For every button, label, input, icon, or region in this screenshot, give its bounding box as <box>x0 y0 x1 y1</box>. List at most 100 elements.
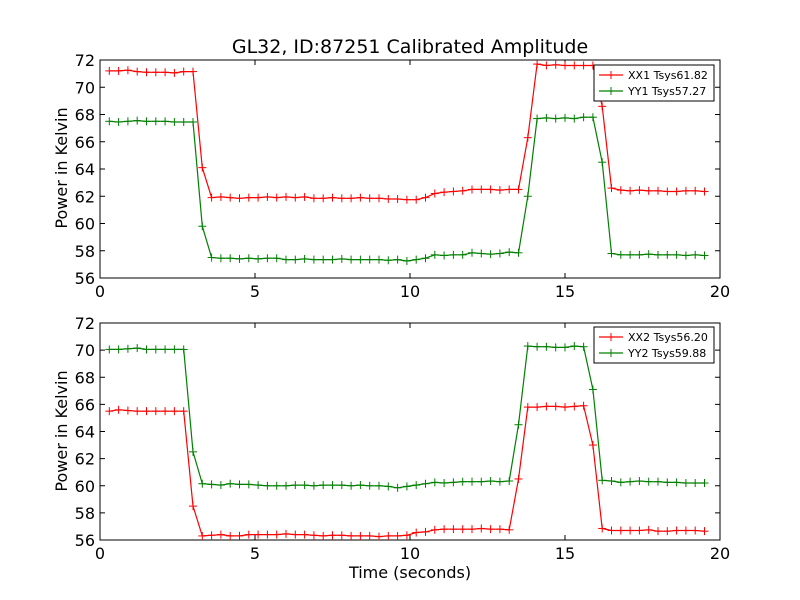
data-point <box>421 254 430 263</box>
data-point <box>244 530 253 539</box>
data-point <box>356 531 365 540</box>
data-point <box>495 477 504 486</box>
legend: XX1 Tsys61.82 YY1 Tsys57.27 <box>593 64 715 102</box>
x-tick-label: 5 <box>250 282 260 301</box>
data-point <box>681 186 690 195</box>
data-point <box>263 192 272 201</box>
data-point <box>477 524 486 533</box>
data-point <box>328 255 337 264</box>
data-point <box>300 192 309 201</box>
data-point <box>533 403 542 412</box>
data-point <box>254 193 263 202</box>
data-point <box>263 481 272 490</box>
data-point <box>114 345 123 354</box>
y-tick-label: 66 <box>75 133 95 152</box>
data-point <box>700 527 709 536</box>
data-point <box>207 531 216 540</box>
data-point <box>486 525 495 534</box>
data-point <box>533 114 542 123</box>
data-point <box>198 531 207 540</box>
x-tick-label: 10 <box>400 282 420 301</box>
data-point <box>189 67 197 76</box>
data-point <box>393 531 402 540</box>
data-point <box>291 481 300 490</box>
data-point <box>282 255 290 264</box>
data-point <box>235 254 244 263</box>
data-point <box>282 481 290 490</box>
data-point <box>198 222 207 231</box>
data-point <box>254 530 263 539</box>
data-point <box>486 185 495 194</box>
data-point <box>561 61 569 70</box>
data-point <box>542 402 551 411</box>
data-point <box>700 187 709 196</box>
data-point <box>114 405 123 414</box>
data-point <box>421 193 430 202</box>
bottom-y-axis-label: Power in Kelvin <box>52 370 71 491</box>
data-point <box>319 481 328 490</box>
x-tick-label: 10 <box>400 544 420 563</box>
data-point <box>375 481 383 490</box>
data-point <box>142 117 151 126</box>
y-tick-label: 72 <box>75 51 95 70</box>
data-point <box>430 189 439 198</box>
data-point <box>161 345 170 354</box>
data-point <box>663 250 672 259</box>
data-point <box>579 342 588 351</box>
data-point <box>607 477 616 486</box>
data-point <box>681 526 690 535</box>
data-point <box>607 526 616 535</box>
data-point <box>244 254 253 263</box>
data-point <box>672 478 681 487</box>
data-point <box>421 479 430 488</box>
data-point <box>235 531 244 540</box>
data-point <box>375 255 383 264</box>
data-point <box>579 113 588 122</box>
x-tick-label: 15 <box>555 282 575 301</box>
data-point <box>551 343 560 352</box>
data-point <box>319 194 328 203</box>
data-point <box>123 406 132 415</box>
data-point <box>170 68 179 77</box>
data-point <box>356 255 365 264</box>
data-point <box>142 407 151 416</box>
data-point <box>393 483 402 492</box>
data-point <box>663 478 672 487</box>
data-point <box>561 113 569 122</box>
data-point <box>654 527 662 536</box>
data-point <box>347 194 356 203</box>
data-point <box>402 531 411 540</box>
data-point <box>300 481 309 490</box>
data-point <box>681 479 690 488</box>
data-point <box>421 527 430 536</box>
data-point <box>263 530 272 539</box>
data-point <box>430 250 439 259</box>
data-point <box>691 186 700 195</box>
data-point <box>189 502 197 511</box>
data-point <box>347 481 356 490</box>
data-point <box>700 479 709 488</box>
y-tick-label: 64 <box>75 423 95 442</box>
data-point <box>598 476 607 485</box>
data-point <box>681 251 690 260</box>
data-point <box>468 525 476 534</box>
data-point <box>654 477 662 486</box>
data-point <box>226 531 235 540</box>
data-point <box>616 478 625 487</box>
data-point <box>161 407 170 416</box>
data-point <box>495 186 504 195</box>
data-point <box>495 525 504 534</box>
data-point <box>300 254 309 263</box>
data-point <box>644 250 653 259</box>
data-point <box>319 531 328 540</box>
x-tick-label: 20 <box>710 544 730 563</box>
data-point <box>672 187 681 196</box>
y-tick-label: 60 <box>75 477 95 496</box>
data-point <box>170 117 179 126</box>
y-tick-label: 68 <box>75 106 95 125</box>
data-point <box>486 477 495 486</box>
data-point <box>468 477 476 486</box>
data-point <box>691 526 700 535</box>
data-point <box>123 344 132 353</box>
